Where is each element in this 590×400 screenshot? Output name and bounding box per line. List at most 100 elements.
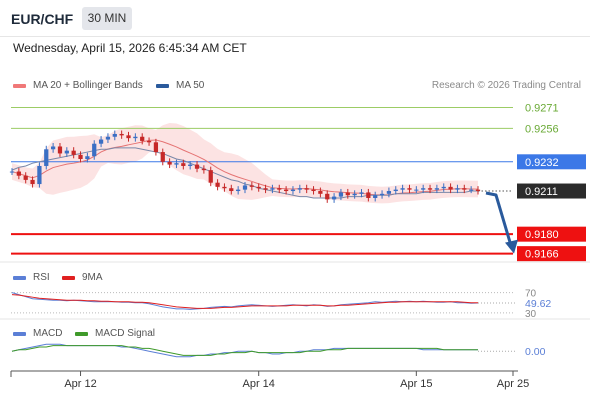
candle-body: [448, 186, 453, 190]
legend-macd-label: MACD: [33, 328, 63, 339]
level-last-3-tag: [517, 183, 586, 199]
candle-body: [441, 186, 446, 189]
timestamp: Wednesday, April 15, 2026 6:45:34 AM CET: [13, 41, 247, 55]
legend-macd-signal-label: MACD Signal: [95, 328, 156, 339]
macd-zero-label: 0.00: [525, 346, 546, 358]
candle-body: [30, 179, 35, 185]
candle-body: [469, 189, 474, 191]
chart-header: EUR/CHF 30 MIN: [0, 0, 590, 37]
candle-body: [9, 171, 15, 173]
candle-body: [215, 182, 220, 187]
candle-body: [338, 192, 344, 197]
rsi-line: [11, 292, 479, 310]
time-tick-label-2: Apr 15: [400, 378, 432, 390]
candle-body: [331, 196, 337, 200]
legend-ma20-label: MA 20 + Bollinger Bands: [33, 80, 143, 91]
candle-body: [160, 152, 165, 162]
time-axis: Apr 12 Apr 14 Apr 15 Apr 25: [10, 370, 529, 390]
candle-body: [462, 188, 467, 190]
candle-body: [236, 189, 241, 192]
level-support-5-label: 0.9166: [525, 249, 559, 261]
candle-body: [304, 188, 309, 190]
candle-body: [414, 189, 419, 191]
level-support-4-label: 0.9180: [525, 229, 559, 241]
legend-ma50-label: MA 50: [176, 80, 205, 91]
legend-rsi-ma: 9MA: [62, 272, 103, 283]
time-tick-label-1: Apr 14: [242, 378, 274, 390]
macd-signal-line: [11, 345, 478, 356]
candle-body: [71, 150, 76, 155]
candle-body: [345, 192, 350, 196]
level-pivot-2-tag: [517, 154, 586, 170]
legend-rsi: RSI: [13, 272, 50, 283]
candle-body: [16, 171, 21, 176]
candle-body: [78, 154, 83, 160]
legend-macd-signal-swatch: [75, 331, 88, 336]
legend-macd-signal: MACD Signal: [75, 328, 155, 339]
candle-body: [208, 170, 213, 183]
timeframe-button[interactable]: 30 MIN: [82, 7, 132, 30]
candle-body: [427, 188, 433, 190]
candle-body: [201, 168, 207, 171]
level-support-4-tag: [517, 226, 586, 242]
rsi-tick-label-1: 30: [525, 309, 537, 320]
legend-rsi-swatch: [13, 275, 26, 280]
candle-body: [194, 164, 200, 169]
candle-body: [92, 143, 97, 157]
candle-body: [85, 156, 90, 160]
candle-body: [318, 191, 323, 194]
rsi-ma-line: [11, 294, 478, 309]
time-tick-label-3: Apr 25: [497, 378, 529, 390]
candle-body: [222, 186, 227, 189]
candle-body: [174, 163, 179, 165]
candle-body: [167, 161, 172, 165]
candle-body: [379, 193, 385, 196]
level-pivot-2-label: 0.9232: [525, 157, 559, 169]
candle-body: [140, 136, 145, 141]
forecast-arrow-head: [505, 239, 518, 254]
candle-body: [359, 192, 364, 194]
candle-body: [188, 164, 193, 166]
candle-body: [23, 175, 28, 180]
candle-body: [249, 185, 254, 187]
candle-body: [126, 135, 131, 139]
candle-body: [153, 142, 159, 153]
level-support-5-tag: [517, 246, 586, 262]
rsi-current-value: 49.62: [525, 298, 551, 310]
level-resistance-1-label: 0.9256: [525, 123, 559, 135]
candle-body: [366, 192, 371, 198]
candle-body: [290, 189, 296, 192]
candle-body: [475, 189, 481, 192]
legend-macd: MACD: [13, 328, 62, 339]
candle-body: [373, 195, 378, 198]
candle-body: [263, 188, 268, 190]
level-resistance-0-label: 0.9271: [525, 103, 559, 115]
candle-body: [386, 191, 392, 194]
candle-body: [277, 188, 282, 190]
candle-body: [119, 133, 124, 136]
candle-body: [393, 189, 398, 192]
candle-body: [352, 193, 357, 196]
candle-body: [311, 189, 316, 192]
legend-ma50-swatch: [156, 83, 169, 88]
candle-body: [44, 149, 49, 166]
legend-ma50: MA 50: [156, 80, 204, 91]
candle-body: [146, 140, 152, 143]
ma20-line: [11, 139, 479, 196]
forecast-arrow-shaft: [485, 191, 513, 247]
candle-body: [181, 163, 186, 166]
candle-body: [434, 188, 440, 190]
legend-rsi-label: RSI: [33, 272, 50, 283]
candle-body: [421, 188, 426, 190]
candle-body: [270, 188, 275, 190]
candle-body: [57, 146, 63, 154]
bollinger-band: [12, 122, 478, 204]
candle-body: [64, 150, 69, 154]
legend-rsi-ma-swatch: [62, 275, 75, 280]
candle-body: [242, 185, 248, 190]
candle-body: [283, 189, 289, 192]
legend-ma20-swatch: [13, 83, 26, 88]
candle-body: [325, 193, 330, 200]
legend-rsi-ma-label: 9MA: [82, 272, 103, 283]
